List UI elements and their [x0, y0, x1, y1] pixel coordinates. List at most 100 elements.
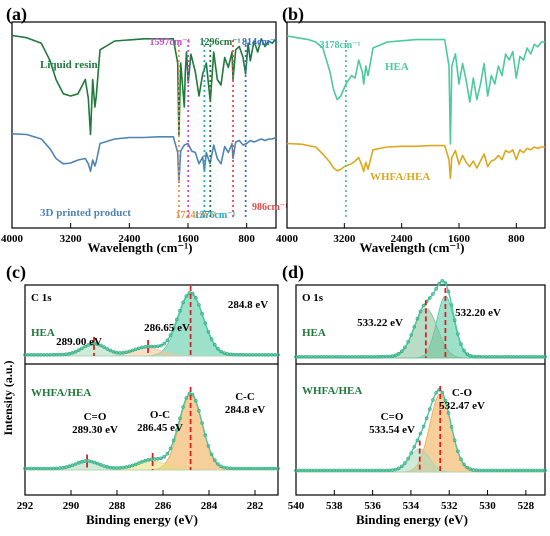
c-data-point: [171, 438, 176, 443]
c-data-point: [38, 466, 43, 471]
c-data-point: [67, 351, 72, 356]
xps-chart-c: 292 290 288 286 284 282 C 1s HEA 284.8 eV 286.65 …: [17, 284, 280, 512]
d-x-tick-label: 536: [364, 500, 381, 512]
ftir-chart-b: 4000 3200 2400 1600 800 HEA WHFA/HEA 3178cm⁻¹: [276, 21, 546, 245]
c-data-point: [86, 343, 91, 347]
a-peak-label: 1724cm⁻¹: [175, 210, 216, 221]
c-data-point: [225, 466, 230, 470]
c-data-point: [216, 346, 220, 351]
d-data-point: [399, 349, 404, 354]
d-data-point: [440, 390, 445, 395]
c-data-point: [45, 466, 49, 471]
a-series-label: Liquid resin: [40, 59, 98, 71]
c-plot-frame: [24, 284, 279, 496]
c-data-point: [124, 465, 128, 469]
c-data-point: [61, 352, 65, 357]
x-axis-label-c: Binding energy (eV): [86, 512, 198, 527]
d-data-point: [452, 438, 457, 443]
c-core-level-label: C 1s: [31, 292, 52, 304]
c-peak-label: O-C: [150, 409, 170, 421]
c-data-point: [140, 459, 144, 464]
c-data-point: [108, 465, 113, 470]
c-peak-label: 289.00 eV: [56, 336, 102, 348]
d-data-point: [381, 354, 385, 359]
c-data-point: [127, 349, 132, 354]
c-data-point: [276, 352, 280, 357]
b-x-tick-label: 800: [508, 233, 525, 245]
c-data-point: [203, 321, 208, 325]
a-series-label: 3D printed product: [40, 207, 131, 219]
d-data-point: [390, 354, 395, 358]
c-data-point: [61, 465, 65, 470]
d-data-point: [449, 303, 454, 307]
c-peak-label: 286.45 eV: [137, 422, 183, 434]
d-data-point: [427, 407, 432, 411]
d-data-point: [415, 316, 420, 321]
d-component-peak: [296, 308, 545, 359]
c-data-point: [209, 337, 214, 341]
d-data-point: [403, 345, 407, 350]
c-data-point: [130, 463, 135, 468]
ftir-chart-a: 4000 3200 2400 1600 800 Liquid resin 3D printe…: [1, 21, 288, 245]
b-series-label: HEA: [385, 61, 409, 73]
a-x-tick-label: 2400: [118, 233, 141, 245]
c-data-point: [200, 311, 204, 316]
a-peak-label: 1597cm⁻¹: [149, 37, 190, 48]
d-data-point: [424, 416, 429, 421]
c-data-point: [121, 350, 125, 355]
d-peak-label: C=O: [381, 411, 404, 423]
c-data-point: [92, 460, 97, 465]
d-data-point: [459, 457, 463, 462]
d-plot-frame: [295, 284, 546, 496]
d-data-point: [459, 342, 463, 346]
d-peak-label: 532.47 eV: [439, 400, 485, 412]
c-data-point: [38, 352, 43, 357]
x-axis-label-d: Binding energy (eV): [356, 512, 468, 527]
d-spectrum-label: HEA: [302, 327, 326, 339]
c-data-point: [190, 291, 195, 296]
c-data-point: [54, 466, 59, 471]
x-axis-label-a: Wavelength (cm⁻¹): [88, 240, 193, 255]
b-series-line: [286, 142, 545, 180]
d-data-point: [406, 339, 410, 344]
c-data-point: [231, 352, 236, 357]
d-data-point: [443, 398, 448, 403]
b-series-line: [286, 35, 545, 145]
a-peak-label: 1296cm⁻¹: [199, 37, 240, 48]
c-data-point: [219, 464, 223, 469]
d-data-point: [418, 309, 423, 314]
x-axis-label-b: Wavelength (cm⁻¹): [360, 240, 465, 255]
d-data-point: [306, 468, 311, 473]
c-data-point: [266, 466, 271, 471]
d-spectrum-label: WHFA/HEA: [302, 385, 362, 397]
c-data-point: [222, 351, 227, 355]
c-data-point: [187, 291, 192, 295]
c-data-point: [194, 295, 198, 300]
c-data-point: [80, 346, 84, 351]
d-data-point: [437, 281, 442, 286]
b-plot-frame: [286, 21, 546, 229]
d-data-point: [396, 351, 401, 356]
d-data-point: [456, 449, 460, 454]
d-data-point: [431, 292, 435, 296]
d-x-tick-label: 530: [479, 500, 496, 512]
d-data-point: [543, 468, 547, 473]
d-data-point: [446, 289, 451, 294]
c-data-point: [213, 342, 217, 347]
c-data-point: [137, 346, 141, 351]
c-data-point: [168, 446, 173, 451]
c-data-point: [241, 352, 246, 357]
d-data-point: [468, 467, 473, 471]
c-data-point: [162, 341, 167, 346]
c-data-point: [197, 303, 201, 307]
c-data-point: [73, 349, 78, 354]
c-data-point: [200, 421, 204, 425]
y-axis-label-c: Intensity (a.u.): [1, 360, 15, 435]
c-x-tick-label: 288: [109, 500, 126, 512]
d-data-point: [434, 390, 438, 395]
c-data-point: [184, 294, 189, 298]
d-x-tick-label: 534: [403, 500, 420, 512]
d-data-point: [412, 444, 417, 449]
b-x-tick-label: 4000: [276, 233, 299, 245]
d-peak-label: 533.22 eV: [357, 317, 403, 329]
